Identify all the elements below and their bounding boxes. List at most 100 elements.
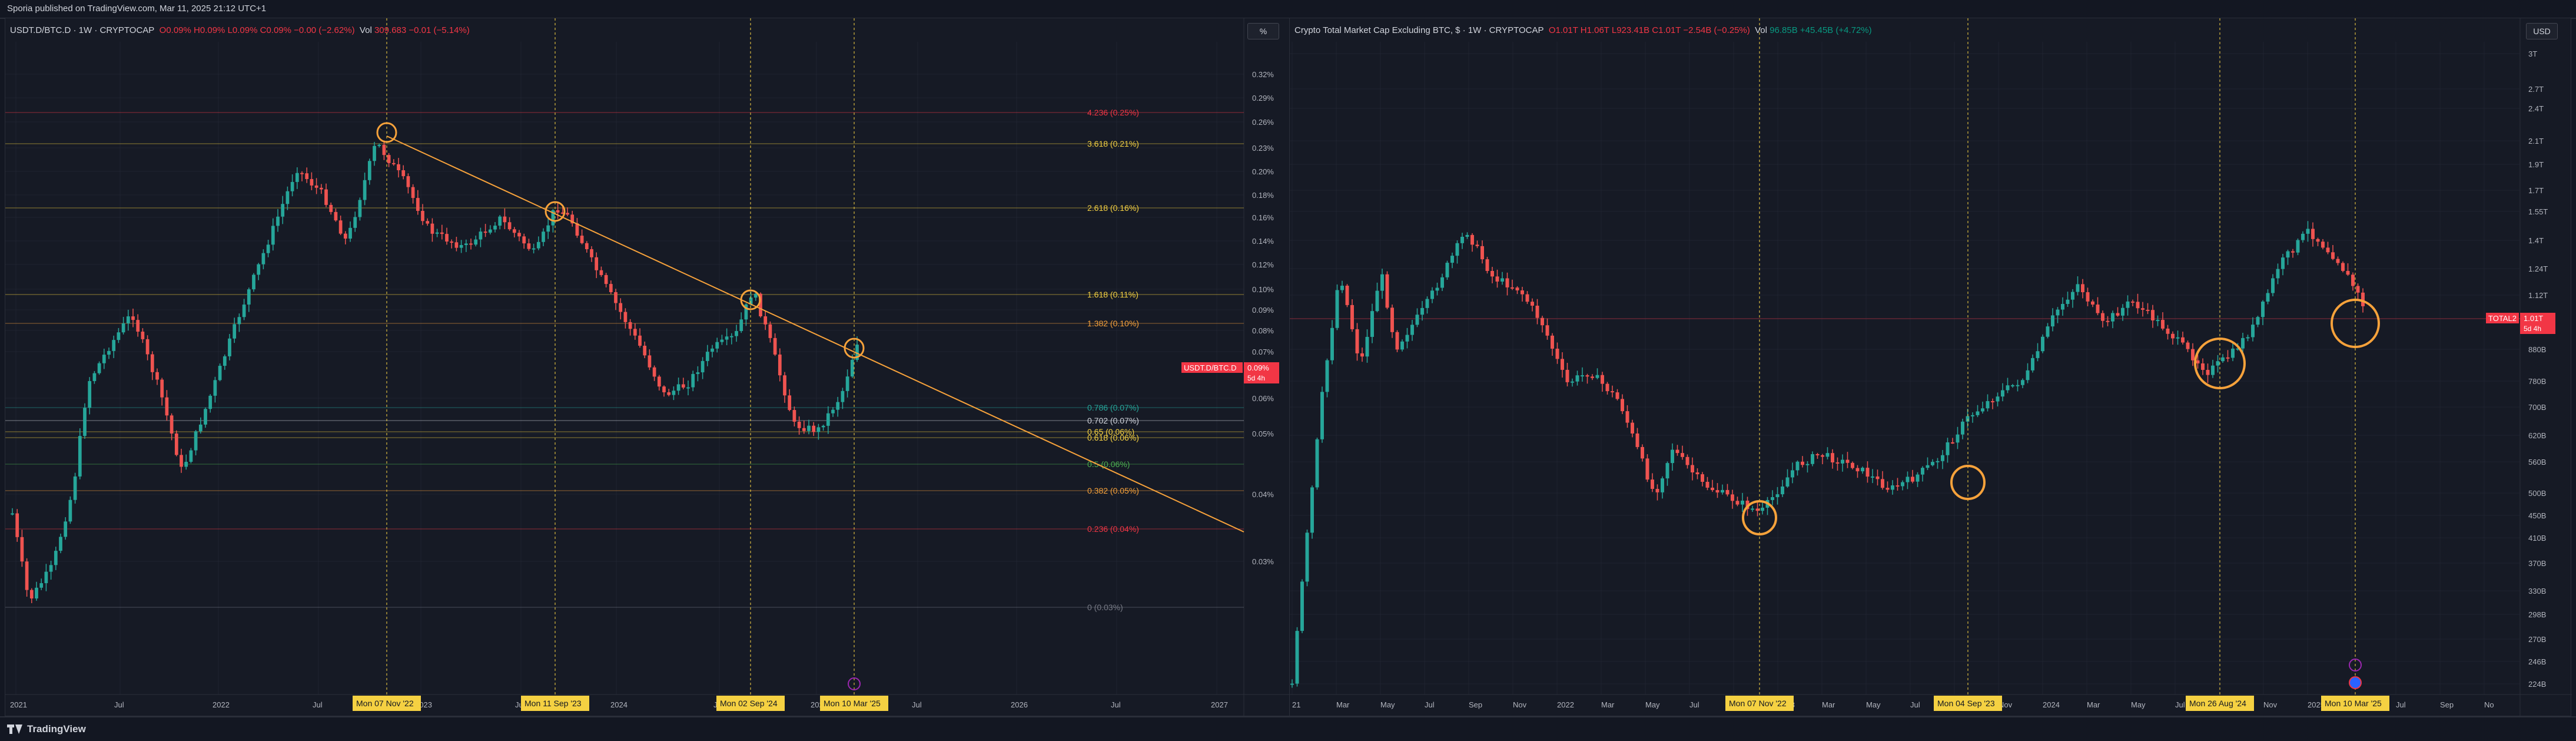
right-candle [1831,453,1834,463]
right-candle [1410,325,1414,335]
right-candle [1555,348,1559,359]
left-candle [503,216,507,223]
right-candle [2346,270,2350,275]
right-candle [1871,476,1874,478]
right-x-tick: May [1645,700,1660,709]
right-candle [1370,311,1374,337]
right-candle [1305,532,1309,582]
right-candle [2026,370,2030,381]
left-price-countdown: 5d 4h [1247,374,1265,382]
right-candle [1385,274,1389,308]
left-date-marker-bg [521,696,589,711]
right-x-tick: Jul [1689,700,1699,709]
left-candle [174,433,178,455]
right-y-tick: 1.24T [2528,264,2548,273]
right-candle [2071,292,2074,300]
right-y-tick: 880B [2528,345,2546,354]
right-currency-button[interactable]: USD [2526,23,2558,39]
left-candle [377,144,381,146]
right-candle [1741,500,1744,505]
right-candle [2001,390,2004,397]
right-x-tick: 2022 [1557,700,1574,709]
right-candle [1581,375,1584,377]
right-candle [1805,464,1810,465]
right-candle [1435,287,1439,291]
right-candle [1665,463,1669,479]
left-candle [753,293,758,298]
left-candle [20,537,24,562]
left-candle [773,338,777,355]
left-candle [619,303,623,312]
left-candle [850,359,854,377]
left-candle [397,164,400,170]
right-y-tick: 330B [2528,587,2546,596]
left-x-tick: Jul [1111,700,1121,709]
right-candle [1715,490,1719,493]
left-candle [686,387,690,389]
left-candle [802,428,806,431]
left-candle [242,305,246,317]
right-candle [1395,332,1399,350]
left-candle [445,234,449,242]
fib-level-label: 1.618 (0.11%) [1087,290,1138,299]
left-candle [454,242,459,248]
left-candle [845,376,849,391]
right-x-tick: No [2484,700,2494,709]
right-candle [1505,278,1509,287]
right-candle [2041,336,2044,352]
left-price-name: USDT.D/BTC.D [1184,363,1237,372]
right-candle [2216,361,2220,366]
right-price-tag-bg [2520,313,2555,334]
left-candle [720,339,724,342]
right-candle [2356,286,2360,293]
left-candle [126,316,130,323]
left-y-tick: 0.20% [1252,167,1274,176]
right-candle [1755,508,1760,511]
left-candle [715,342,719,349]
left-date-marker-label: Mon 02 Sep '24 [720,699,778,708]
right-candle [1561,359,1564,370]
publish-header: Sporia published on TradingView.com, Mar… [0,0,2576,19]
left-candle [208,395,213,409]
left-symbol-title[interactable]: USDT.D/BTC.D · 1W · CRYPTOCAP [10,25,155,35]
right-candle [1851,462,1854,468]
left-y-tick: 0.08% [1252,326,1274,335]
right-candle [1625,411,1629,423]
left-candle [88,381,92,408]
highlight-circle [1742,500,1777,535]
right-candle [2196,360,2200,363]
left-chart-canvas[interactable]: 0.32% 0.29% 0.26% 0.23% 0.20% 0.18% 0.16% 0.14%… [5,18,1292,717]
left-candle [517,233,521,237]
right-candle [2151,310,2155,320]
left-scale-mode-button[interactable]: % [1247,23,1279,39]
left-candle [512,229,516,233]
left-date-marker-bg [716,696,785,711]
right-open-value: O1.01T [1548,25,1578,35]
tradingview-brand-label: TradingView [27,723,86,735]
right-candle [2121,307,2124,316]
right-candle [1445,263,1449,277]
fib-level-label: 0 (0.03%) [1087,603,1123,612]
right-candle [1901,482,1904,487]
right-price-name: TOTAL2 [2488,314,2517,323]
right-candle [2336,259,2340,263]
left-candle [252,274,255,290]
right-candle [1921,468,1924,475]
right-candle [2036,351,2040,358]
tradingview-logo[interactable]: TradingView [7,723,86,735]
left-candle [131,316,135,320]
right-candle [1450,256,1454,263]
left-candle [64,521,68,537]
right-chart-canvas[interactable]: 3T 2.7T 2.4T 2.1T 1.9T 1.7T 1.55T 1.4T 1.24T 1.12… [1290,18,2572,717]
left-candle [334,211,338,221]
left-candle [295,173,299,182]
right-candle [1460,236,1464,243]
chart-pane-total2[interactable]: 3T 2.7T 2.4T 2.1T 1.9T 1.7T 1.55T 1.4T 1.24T 1.12… [1289,18,2572,717]
left-candle [228,338,231,356]
left-candle [387,155,391,163]
left-candle [35,587,38,599]
right-symbol-title[interactable]: Crypto Total Market Cap Excluding BTC, $… [1294,25,1544,35]
chart-pane-usdt-btc-dominance[interactable]: 0.32% 0.29% 0.26% 0.23% 0.20% 0.18% 0.16% 0.14%… [5,18,1292,717]
left-candle [816,427,821,432]
left-candle [551,210,555,226]
